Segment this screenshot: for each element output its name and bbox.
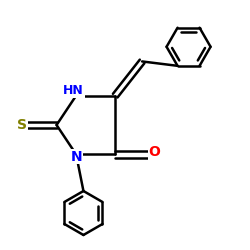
- Text: HN: HN: [63, 84, 84, 97]
- Text: N: N: [70, 150, 82, 164]
- Text: O: O: [148, 145, 160, 159]
- Text: S: S: [17, 118, 27, 132]
